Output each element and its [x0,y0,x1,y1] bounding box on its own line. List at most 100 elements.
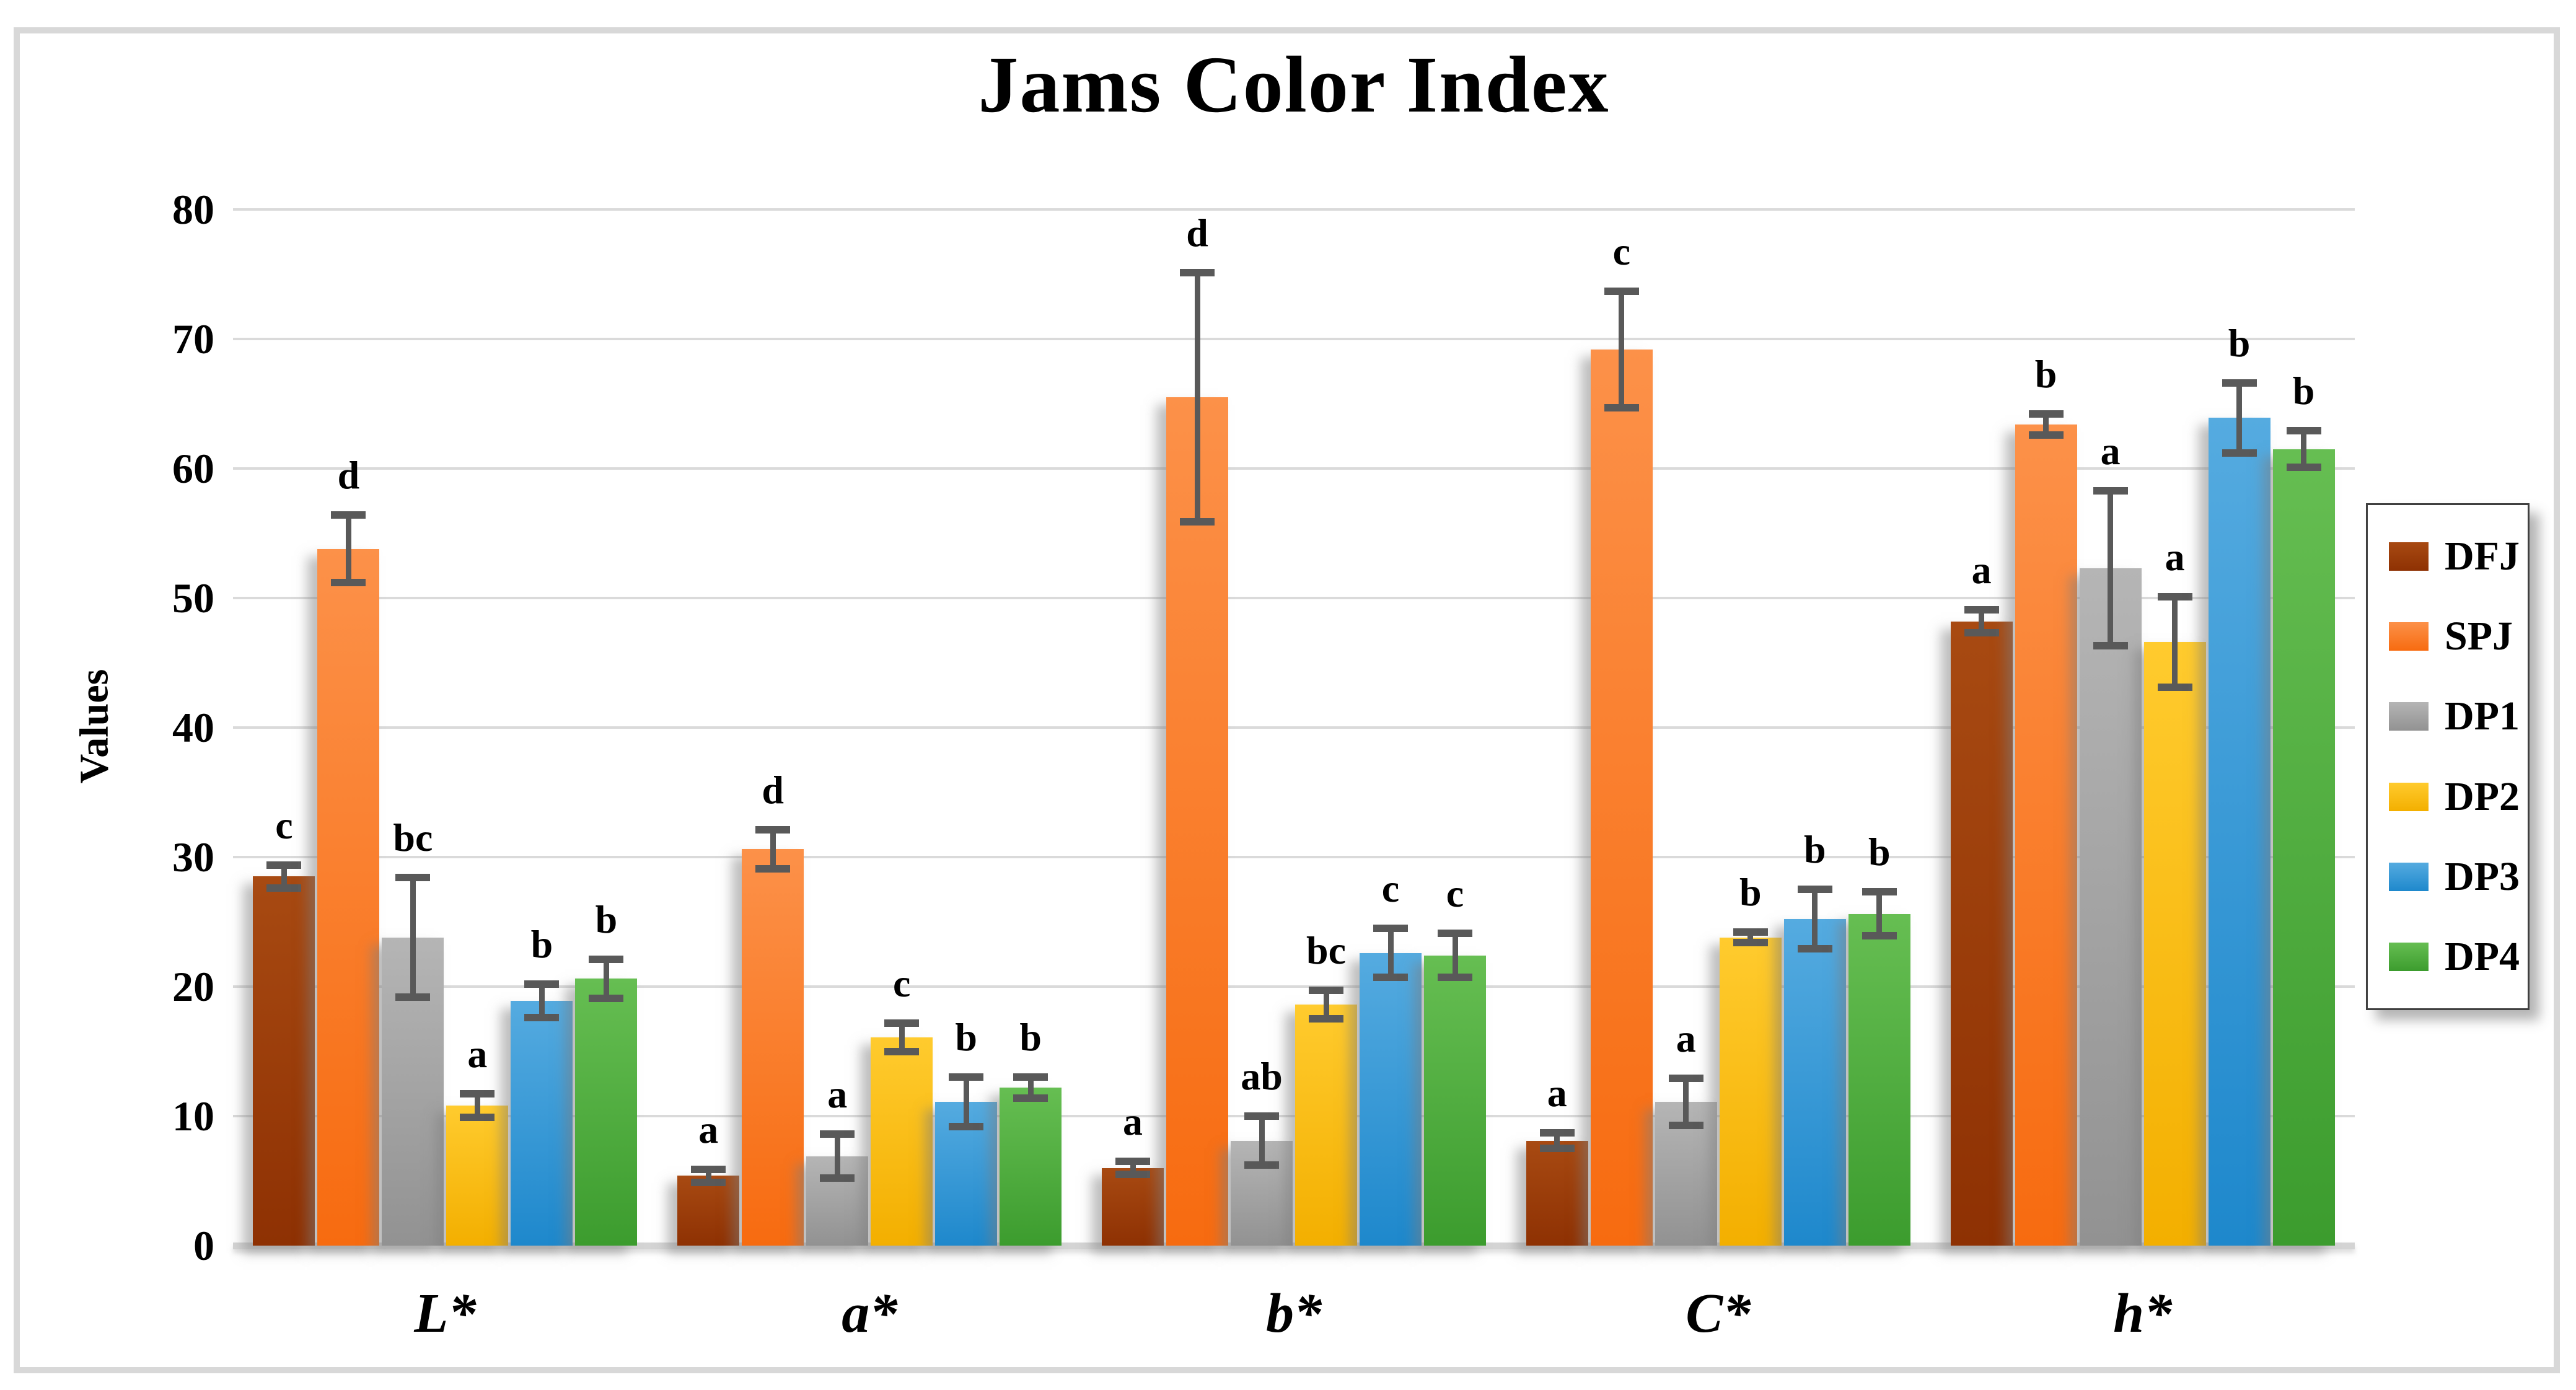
legend-color-chip-DP1 [2389,702,2429,731]
error-bar-DP1-b [1259,1116,1265,1166]
significance-letter-DP2-a: c [892,961,911,1005]
error-cap-top [1964,605,1999,614]
legend-color-chip-SPJ [2389,622,2429,651]
significance-letter-DP3-C: b [1804,827,1826,872]
bar-DP2-h [2143,642,2206,1246]
x-category-label-L: L* [414,1283,477,1344]
error-bar-DFJ-b [1130,1161,1136,1175]
error-cap-top [1733,928,1768,936]
error-cap-bottom [1862,932,1897,940]
chart-title: Jams Color Index [978,40,1610,130]
y-tick-label-0: 0 [193,1222,214,1269]
error-bar-DP2-C [1747,932,1754,943]
error-cap-bottom [2222,449,2257,457]
bar-DFJ-h [1950,621,2013,1246]
legend-item-DP2: DP2 [2389,773,2528,820]
significance-letter-DP4-b: c [1446,871,1464,916]
error-cap-top [460,1090,495,1098]
error-cap-bottom [691,1178,726,1186]
significance-letter-SPJ-a: d [762,768,784,812]
error-cap-bottom [1539,1145,1575,1153]
error-bar-DP2-L [474,1094,480,1118]
gridline-60 [233,467,2355,470]
gridline-20 [233,985,2355,988]
bar-DFJ-b [1102,1168,1164,1246]
x-category-label-h: h* [2113,1283,2173,1344]
error-cap-top [589,956,624,964]
error-cap-bottom [460,1114,495,1122]
bar-SPJ-C [1590,349,1653,1246]
error-cap-bottom [395,993,431,1001]
error-bar-DFJ-C [1554,1133,1560,1149]
error-bar-DP4-b [1452,933,1458,978]
error-cap-bottom [1668,1121,1703,1129]
significance-letter-DP1-a: a [827,1072,848,1117]
significance-letter-DP3-a: b [955,1015,977,1060]
significance-letter-SPJ-C: c [1612,229,1630,273]
error-cap-bottom [1604,403,1639,411]
error-bar-SPJ-C [1619,291,1625,408]
error-bar-DP4-L [603,959,609,998]
bar-DP3-b [1360,952,1422,1246]
error-bar-DP2-b [1323,990,1329,1019]
significance-letter-DP4-a: b [1019,1015,1042,1060]
gridline-80 [233,208,2355,211]
error-cap-bottom [1244,1161,1279,1169]
error-cap-bottom [524,1014,560,1022]
gridline-0 [233,1243,2355,1249]
error-cap-top [1115,1158,1150,1166]
error-bar-DP3-C [1812,889,1818,949]
y-tick-label-10: 10 [172,1093,214,1140]
y-tick-label-20: 20 [172,963,214,1010]
x-category-label-b: b* [1266,1283,1322,1344]
error-cap-top [949,1073,984,1081]
bar-DFJ-C [1526,1140,1588,1246]
error-bar-SPJ-h [2043,414,2049,435]
error-bar-DP4-h [2301,431,2307,467]
error-cap-bottom [1115,1171,1150,1179]
legend-label-SPJ: SPJ [2445,613,2513,659]
error-bar-DP3-L [538,983,545,1018]
error-cap-top [820,1130,855,1138]
error-bar-DP1-a [834,1134,840,1179]
error-cap-bottom [1964,629,1999,637]
error-bar-DFJ-h [1979,609,1985,633]
bar-DP3-C [1783,919,1846,1246]
significance-letter-DP2-b: bc [1306,928,1346,973]
legend-label-DP4: DP4 [2445,934,2520,980]
error-cap-top [1862,888,1897,896]
error-cap-bottom [1373,974,1408,982]
gridline-40 [233,726,2355,729]
error-cap-bottom [589,994,624,1002]
error-cap-top [691,1165,726,1173]
error-cap-top [1244,1112,1279,1120]
error-bar-DP3-b [1387,928,1394,978]
bar-DP4-C [1848,913,1910,1246]
error-bar-SPJ-L [345,515,351,583]
legend-item-DFJ: DFJ [2389,533,2528,580]
bar-DP3-h [2208,418,2270,1246]
bar-DFJ-a [677,1176,740,1246]
error-cap-top [1373,924,1408,932]
error-cap-top [1309,987,1343,995]
gridline-10 [233,1115,2355,1117]
y-tick-label-80: 80 [172,186,214,233]
error-cap-bottom [266,884,302,892]
bar-SPJ-L [317,548,380,1246]
error-cap-bottom [820,1174,855,1182]
bar-DP4-h [2272,449,2335,1246]
significance-letter-DP1-b: ab [1241,1054,1283,1098]
gridline-30 [233,856,2355,858]
error-bar-DFJ-a [705,1169,711,1182]
error-cap-bottom [1013,1094,1048,1102]
legend-item-SPJ: SPJ [2389,613,2528,660]
significance-letter-DFJ-C: a [1547,1071,1567,1115]
error-cap-top [524,980,560,988]
significance-letter-DFJ-a: a [698,1107,719,1151]
error-bar-DP4-C [1876,892,1883,936]
bar-DP2-L [446,1106,509,1246]
legend-label-DFJ: DFJ [2445,533,2520,579]
significance-letter-DFJ-b: a [1123,1099,1143,1144]
significance-letter-DP4-C: b [1868,830,1891,874]
